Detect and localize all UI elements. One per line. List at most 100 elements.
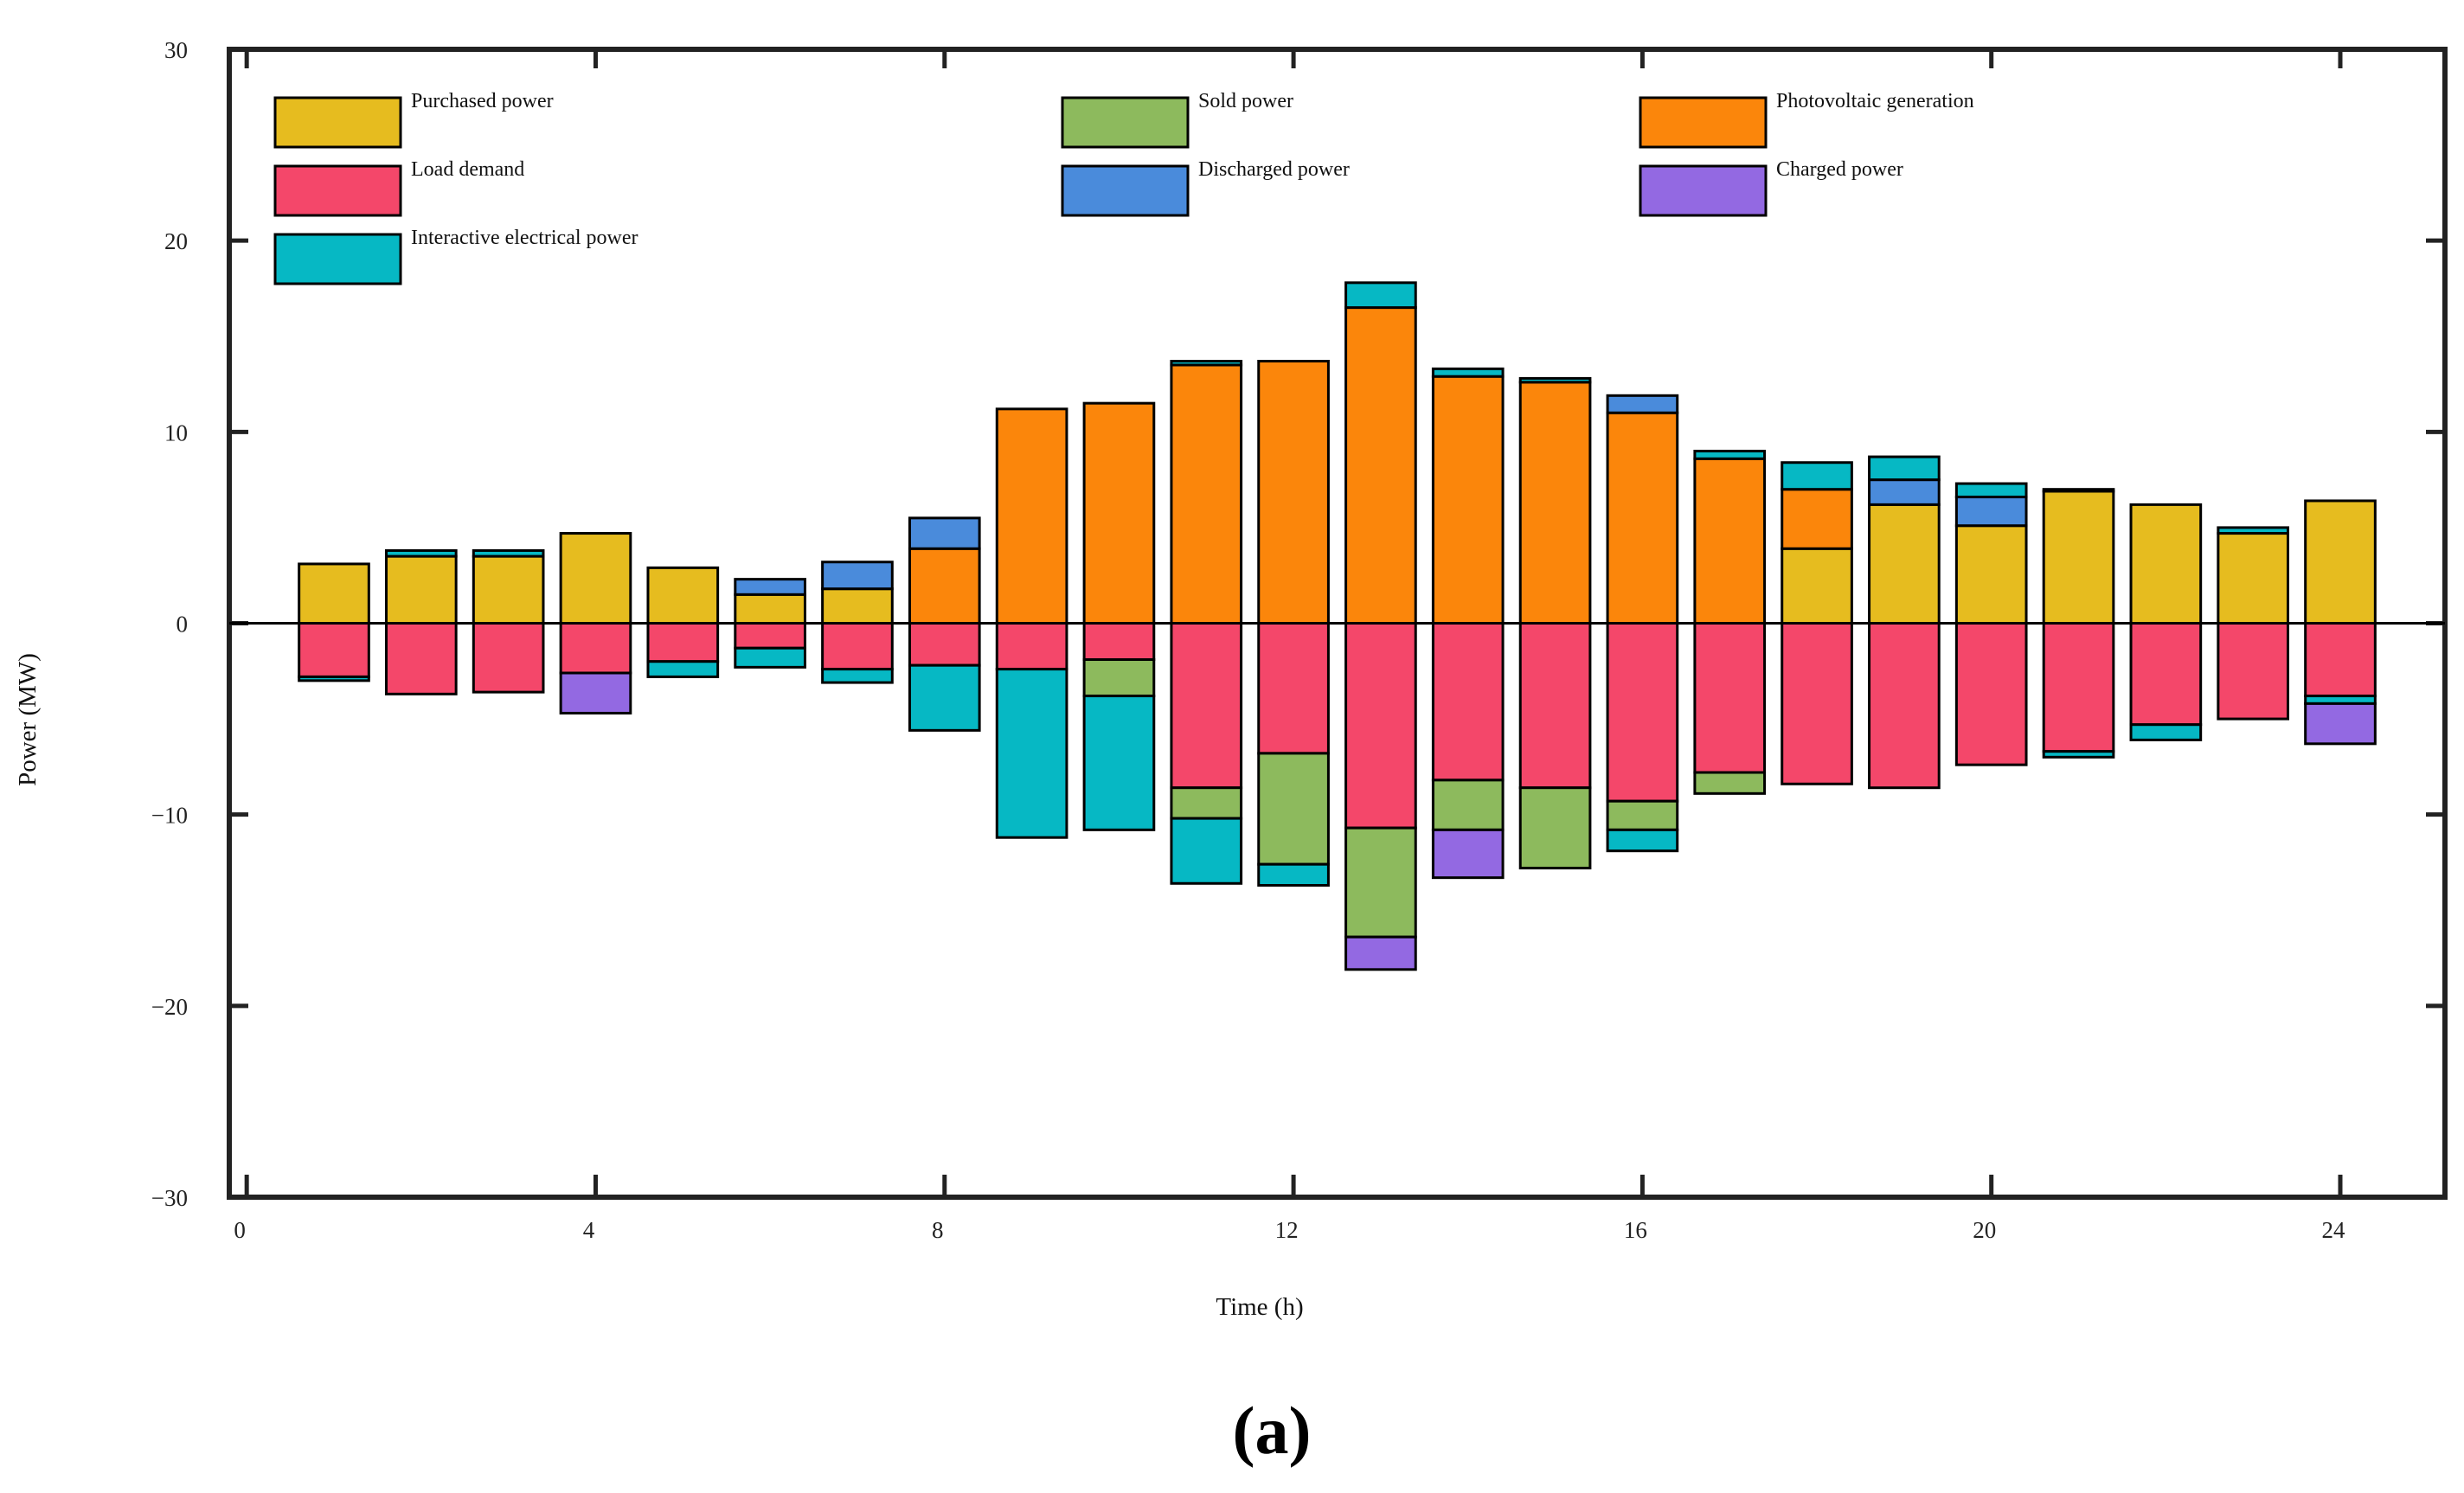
bar-load-demand-h15 <box>1518 622 1592 790</box>
bar-load-demand-h2 <box>384 622 458 695</box>
bar-load-demand-h5 <box>646 622 720 663</box>
bar-interactive-electrical-power-h1 <box>298 675 370 682</box>
bar-load-demand-h20 <box>1954 622 2028 766</box>
bar-interactive-electrical-power-h20 <box>1954 482 2028 499</box>
y-tick-label: 30 <box>164 37 188 63</box>
bar-purchased-power-h1 <box>298 562 370 625</box>
bar-charged-power-h4 <box>559 671 632 714</box>
panel-label: (a) <box>1233 1393 1312 1468</box>
bar-load-demand-h6 <box>734 622 806 650</box>
bar-interactive-electrical-power-h18 <box>1781 461 1853 491</box>
bar-charged-power-h13 <box>1344 935 1417 971</box>
bar-sold-power-h15 <box>1518 786 1592 870</box>
bar-sold-power-h17 <box>1693 771 1767 795</box>
bar-load-demand-h11 <box>1170 622 1243 790</box>
bar-photovoltaic-generation-h10 <box>1082 401 1156 625</box>
legend-label-sold-power: Sold power <box>1198 90 1293 112</box>
bar-purchased-power-h3 <box>472 554 545 625</box>
bar-purchased-power-h24 <box>2304 499 2377 625</box>
bar-load-demand-h14 <box>1431 622 1505 782</box>
bar-load-demand-h7 <box>821 622 894 671</box>
bar-photovoltaic-generation-h15 <box>1518 381 1592 625</box>
legend-label-photovoltaic-generation: Photovoltaic generation <box>1776 90 1974 112</box>
bar-purchased-power-h21 <box>2042 490 2115 625</box>
bar-photovoltaic-generation-h9 <box>995 407 1068 625</box>
bar-purchased-power-h6 <box>734 593 806 625</box>
bar-load-demand-h22 <box>2129 622 2203 727</box>
bar-load-demand-h12 <box>1257 622 1330 755</box>
legend-label-charged-power: Charged power <box>1776 158 1903 181</box>
bar-load-demand-h8 <box>908 622 981 667</box>
bar-load-demand-h4 <box>559 622 632 675</box>
x-tick-label: 20 <box>1973 1217 1996 1243</box>
bar-interactive-electrical-power-h7 <box>821 668 894 684</box>
bar-purchased-power-h23 <box>2217 532 2290 625</box>
bar-sold-power-h12 <box>1257 752 1330 866</box>
bar-load-demand-h9 <box>995 622 1068 671</box>
bar-load-demand-h1 <box>298 622 370 678</box>
bar-photovoltaic-generation-h8 <box>908 547 981 625</box>
bar-discharged-power-h19 <box>1868 478 1941 506</box>
legend-label-purchased-power: Purchased power <box>411 90 554 112</box>
bar-interactive-electrical-power-h2 <box>384 548 458 558</box>
bar-interactive-electrical-power-h21 <box>2042 488 2115 493</box>
legend-label-discharged-power: Discharged power <box>1198 158 1350 181</box>
legend: Purchased power Sold power Photovoltaic ge… <box>273 90 1974 285</box>
bar-load-demand-h3 <box>472 622 545 694</box>
y-tick-label: 10 <box>164 420 188 445</box>
bar-purchased-power-h2 <box>384 554 458 625</box>
bar-interactive-electrical-power-h11 <box>1170 817 1243 885</box>
legend-swatch-purchased-power <box>273 96 402 149</box>
bar-interactive-electrical-power-h15 <box>1518 376 1592 384</box>
x-axis-ticks: 0 4 8 12 16 20 24 <box>234 49 2345 1243</box>
bar-purchased-power-h4 <box>559 532 632 625</box>
bar-load-demand-h17 <box>1693 622 1767 774</box>
bar-interactive-electrical-power-h5 <box>646 660 720 678</box>
bar-charged-power-h24 <box>2304 702 2377 746</box>
bar-photovoltaic-generation-h11 <box>1170 363 1243 625</box>
bar-load-demand-h16 <box>1606 622 1679 803</box>
bar-load-demand-h19 <box>1868 622 1941 790</box>
legend-label-interactive-electrical-power: Interactive electrical power <box>411 227 638 249</box>
y-tick-label: −10 <box>151 803 188 829</box>
bar-purchased-power-h22 <box>2129 503 2203 625</box>
bar-interactive-electrical-power-h10 <box>1082 695 1156 831</box>
bar-purchased-power-h7 <box>821 587 894 625</box>
bar-discharged-power-h6 <box>734 578 806 596</box>
bar-load-demand-h18 <box>1781 622 1853 785</box>
y-axis-title: Power (MW) <box>14 653 42 786</box>
bar-interactive-electrical-power-h17 <box>1693 449 1767 460</box>
bar-interactive-electrical-power-h3 <box>472 548 545 558</box>
bar-sold-power-h11 <box>1170 786 1243 820</box>
bar-sold-power-h16 <box>1606 799 1679 831</box>
bar-series <box>298 281 2377 971</box>
bar-sold-power-h13 <box>1344 826 1417 939</box>
x-axis-title: Time (h) <box>1216 1293 1303 1321</box>
bar-sold-power-h14 <box>1431 779 1505 831</box>
bar-interactive-electrical-power-h22 <box>2129 723 2203 741</box>
x-tick-label: 12 <box>1275 1217 1299 1243</box>
bar-load-demand-h21 <box>2042 622 2115 753</box>
bar-sold-power-h10 <box>1082 658 1156 698</box>
y-tick-label: −20 <box>151 994 188 1020</box>
bar-discharged-power-h16 <box>1606 394 1679 414</box>
bar-interactive-electrical-power-h21 <box>2042 750 2115 759</box>
y-tick-label: −30 <box>151 1185 188 1211</box>
bar-interactive-electrical-power-h8 <box>908 663 981 732</box>
bar-discharged-power-h7 <box>821 561 894 591</box>
bar-purchased-power-h19 <box>1868 503 1941 625</box>
x-tick-label: 4 <box>583 1217 595 1243</box>
bar-interactive-electrical-power-h6 <box>734 646 806 669</box>
x-tick-label: 0 <box>234 1217 246 1243</box>
bar-photovoltaic-generation-h18 <box>1781 488 1853 550</box>
legend-swatch-photovoltaic-generation <box>1639 96 1768 149</box>
bar-load-demand-h10 <box>1082 622 1156 662</box>
bar-purchased-power-h5 <box>646 566 720 625</box>
bar-interactive-electrical-power-h14 <box>1431 367 1505 378</box>
bar-photovoltaic-generation-h17 <box>1693 457 1767 625</box>
bar-interactive-electrical-power-h13 <box>1344 281 1417 310</box>
bar-photovoltaic-generation-h14 <box>1431 375 1505 625</box>
bar-photovoltaic-generation-h16 <box>1606 411 1679 625</box>
bar-interactive-electrical-power-h9 <box>995 668 1068 839</box>
bar-load-demand-h24 <box>2304 622 2377 698</box>
